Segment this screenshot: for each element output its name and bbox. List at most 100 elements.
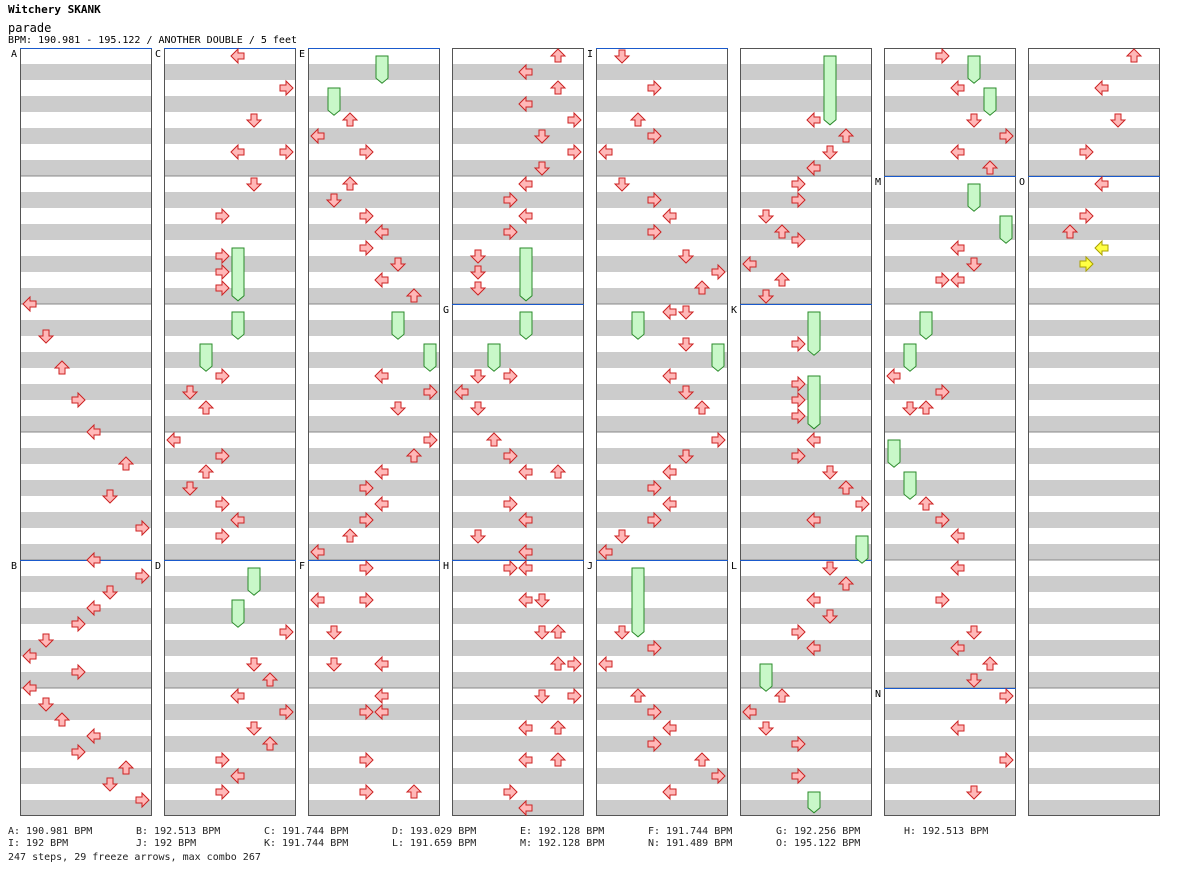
- step-arrow: [261, 672, 279, 687]
- step-arrow: [950, 639, 965, 657]
- step-arrow: [917, 400, 935, 415]
- step-arrow: [965, 625, 983, 640]
- freeze-arrow: [807, 375, 821, 430]
- step-arrow: [1109, 113, 1127, 128]
- beat-stripe: [1028, 160, 1160, 176]
- step-arrow: [518, 175, 533, 193]
- beat-stripe: [1028, 480, 1160, 496]
- step-arrow: [791, 447, 806, 465]
- step-arrow: [711, 767, 726, 785]
- beat-stripe: [884, 608, 1016, 624]
- freeze-arrow: [759, 663, 773, 692]
- step-arrow: [965, 673, 983, 688]
- step-arrow: [37, 697, 55, 712]
- beat-stripe: [884, 160, 1016, 176]
- step-arrow: [215, 447, 230, 465]
- step-arrow: [791, 407, 806, 425]
- freeze-arrow: [855, 535, 869, 564]
- beat-stripe: [20, 352, 152, 368]
- beat-stripe: [884, 672, 1016, 688]
- step-arrow: [245, 657, 263, 672]
- step-arrow: [245, 113, 263, 128]
- beat-stripe: [884, 704, 1016, 720]
- beat-stripe: [452, 704, 584, 720]
- step-arrow: [469, 249, 487, 264]
- step-arrow: [518, 63, 533, 81]
- beat-stripe: [596, 576, 728, 592]
- bpm-legend-item: F: 191.744 BPM: [648, 826, 733, 837]
- step-arrow: [965, 785, 983, 800]
- step-arrow: [230, 47, 245, 65]
- step-arrow: [503, 559, 518, 577]
- beat-stripe: [1028, 768, 1160, 784]
- beat-stripe: [884, 640, 1016, 656]
- beat-stripe: [452, 96, 584, 112]
- step-arrow: [806, 591, 821, 609]
- step-arrow: [791, 391, 806, 409]
- step-arrow: [71, 743, 86, 761]
- beat-stripe: [1028, 672, 1160, 688]
- beat-stripe: [452, 576, 584, 592]
- beat-stripe: [1028, 288, 1160, 304]
- step-arrow: [469, 529, 487, 544]
- freeze-arrow: [967, 55, 981, 84]
- step-arrow: [86, 551, 101, 569]
- step-arrow: [485, 432, 503, 447]
- bpm-legend-item: L: 191.659 BPM: [392, 838, 477, 849]
- step-arrow: [950, 559, 965, 577]
- step-arrow: [757, 289, 775, 304]
- section-label: C: [155, 49, 161, 60]
- step-arrow: [135, 791, 150, 809]
- beat-stripe: [884, 96, 1016, 112]
- bpm-legend-item: J: 192 BPM: [136, 838, 197, 849]
- column-frame: [740, 48, 872, 816]
- beat-stripe: [884, 192, 1016, 208]
- bpm-legend-item: N: 191.489 BPM: [648, 838, 733, 849]
- beat-stripe: [164, 128, 296, 144]
- beat-stripe: [308, 416, 440, 432]
- step-arrow: [533, 161, 551, 176]
- beat-stripe: [452, 352, 584, 368]
- step-arrow: [598, 543, 613, 561]
- beat-stripe: [164, 704, 296, 720]
- section-label: G: [443, 305, 449, 316]
- beat-stripe: [596, 352, 728, 368]
- chart-summary: 247 steps, 29 freeze arrows, max combo 2…: [8, 852, 261, 863]
- step-arrow: [549, 624, 567, 639]
- beat-stripe: [20, 192, 152, 208]
- step-arrow: [261, 736, 279, 751]
- beat-stripe: [596, 544, 728, 560]
- beat-stripe: [164, 256, 296, 272]
- step-arrow: [245, 721, 263, 736]
- beat-stripe: [20, 128, 152, 144]
- step-arrow: [423, 431, 438, 449]
- freeze-arrow: [231, 599, 245, 628]
- freeze-arrow: [631, 567, 645, 638]
- step-arrow: [647, 79, 662, 97]
- step-arrow: [359, 239, 374, 257]
- step-arrow: [950, 143, 965, 161]
- beat-stripe: [1028, 608, 1160, 624]
- beat-stripe: [596, 128, 728, 144]
- beat-stripe: [308, 64, 440, 80]
- beat-stripe: [20, 736, 152, 752]
- step-arrow: [855, 495, 870, 513]
- section-label: O: [1019, 177, 1025, 188]
- step-arrow: [374, 655, 389, 673]
- beat-stripe: [884, 512, 1016, 528]
- beat-stripe: [884, 288, 1016, 304]
- step-arrow: [518, 591, 533, 609]
- beat-stripe: [884, 800, 1016, 816]
- beat-stripe: [1028, 736, 1160, 752]
- beat-stripe: [452, 768, 584, 784]
- step-arrow: [518, 799, 533, 817]
- step-arrow: [1125, 48, 1143, 63]
- beat-stripe: [1028, 352, 1160, 368]
- beat-stripe: [308, 160, 440, 176]
- step-arrow: [773, 272, 791, 287]
- beat-stripe: [452, 288, 584, 304]
- beat-stripe: [20, 800, 152, 816]
- step-arrow: [806, 639, 821, 657]
- beat-stripe: [740, 480, 872, 496]
- beat-stripe: [1028, 64, 1160, 80]
